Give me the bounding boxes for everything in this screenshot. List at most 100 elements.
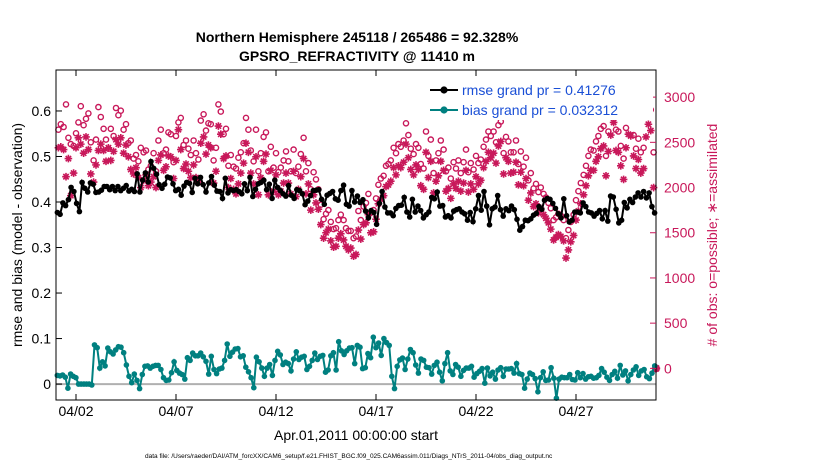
assimilated-obs-point [167, 152, 175, 161]
bias-point [399, 355, 406, 361]
bias-point [367, 354, 374, 361]
rmse-point [651, 210, 658, 216]
bias-point [248, 374, 254, 381]
rmse-point [561, 196, 567, 202]
rmse-point [406, 214, 413, 220]
rmse-point [291, 195, 297, 202]
rmse-point [222, 175, 229, 182]
possible-obs-point [572, 196, 580, 204]
possible-obs-point [585, 152, 592, 160]
assimilated-obs-point [234, 180, 243, 188]
bias-point [450, 371, 456, 378]
rmse-point [624, 205, 630, 211]
chart-title-line1: Northern Hemisphere 245118 / 265486 = 92… [196, 29, 519, 45]
possible-obs-point [345, 227, 352, 235]
bias-point [519, 371, 525, 378]
y-tick-label: 0 [43, 376, 51, 392]
rmse-point [360, 196, 366, 203]
x-tick-label: 04/07 [158, 403, 193, 419]
bias-point [221, 357, 228, 364]
bias-point [219, 365, 225, 371]
possible-obs-point [172, 132, 180, 140]
rmse-point [79, 179, 85, 186]
rmse-point [329, 188, 336, 195]
possible-obs-point [295, 163, 302, 170]
x-tick-label: 04/02 [58, 403, 93, 419]
possible-obs-point [117, 107, 125, 114]
rmse-point [189, 189, 195, 196]
assimilated-obs-point [467, 180, 475, 188]
rmse-point [194, 181, 201, 187]
assimilated-obs-point [637, 169, 645, 177]
bias-point [123, 362, 130, 368]
rmse-point [602, 207, 608, 214]
rmse-point [558, 215, 564, 221]
bias-point [479, 365, 485, 372]
rmse-point [239, 191, 245, 197]
possible-obs-point [422, 128, 430, 135]
rmse-point [376, 200, 383, 207]
rmse-point [305, 198, 311, 204]
rmse-point [65, 196, 72, 203]
rmse-point [596, 207, 603, 214]
assimilated-obs-point [532, 200, 540, 208]
possible-obs-point [135, 157, 142, 165]
possible-obs-point [327, 218, 335, 226]
assimilated-obs-point [299, 154, 308, 163]
possible-obs-point [582, 162, 590, 170]
rmse-point [398, 202, 405, 208]
rmse-point [84, 189, 91, 195]
assimilated-obs-point [57, 143, 65, 151]
rmse-point [500, 213, 507, 219]
assimilated-obs-point [399, 158, 408, 167]
rmse-point [390, 212, 397, 219]
y-tick-label: 0.1 [32, 331, 52, 347]
assimilated-obs-point [342, 242, 350, 251]
bias-point [97, 365, 103, 371]
assimilated-obs-point [487, 153, 495, 162]
bias-point [484, 365, 491, 371]
possible-obs-point [415, 144, 422, 152]
assimilated-obs-point [102, 157, 110, 166]
bias-point [620, 372, 626, 378]
assimilated-obs-point [334, 234, 343, 242]
y-right-tick-label: 1500 [664, 225, 695, 241]
assimilated-obs-point [362, 218, 370, 227]
possible-obs-point [300, 134, 307, 142]
bias-point [293, 349, 300, 355]
assimilated-obs-point [272, 171, 280, 179]
x-axis-label: Apr.01,2011 00:00:00 start [274, 427, 438, 443]
assimilated-obs-point [304, 180, 313, 188]
possible-obs-point [127, 137, 135, 144]
bias-point [62, 374, 69, 381]
rmse-point [640, 188, 647, 195]
possible-obs-point [285, 157, 292, 165]
possible-obs-point [580, 171, 587, 179]
bias-point [136, 385, 143, 392]
possible-obs-point [620, 155, 627, 162]
bias-point [545, 377, 552, 383]
rmse-point [170, 181, 176, 187]
rmse-point [371, 209, 377, 216]
assimilated-obs-point [214, 122, 223, 130]
y-right-tick-label: 2000 [664, 180, 695, 196]
assimilated-obs-point [62, 172, 70, 181]
bias-point [110, 351, 116, 357]
bias-point [213, 370, 220, 377]
assimilated-obs-point [589, 166, 598, 175]
rmse-point [448, 215, 454, 221]
assimilated-obs-point [582, 181, 590, 190]
assimilated-obs-point [472, 172, 480, 181]
assimilated-obs-point [207, 143, 215, 152]
assimilated-obs-point [169, 174, 178, 183]
bias-point [155, 362, 161, 369]
assimilated-obs-point [607, 131, 615, 139]
rmse-point [638, 194, 644, 200]
rmse-point [519, 223, 526, 230]
possible-obs-point [565, 226, 572, 234]
rmse-point [621, 199, 628, 206]
rmse-point [178, 192, 184, 198]
rmse-point [382, 204, 388, 210]
bias-point [171, 359, 177, 365]
assimilated-obs-point [54, 143, 63, 152]
